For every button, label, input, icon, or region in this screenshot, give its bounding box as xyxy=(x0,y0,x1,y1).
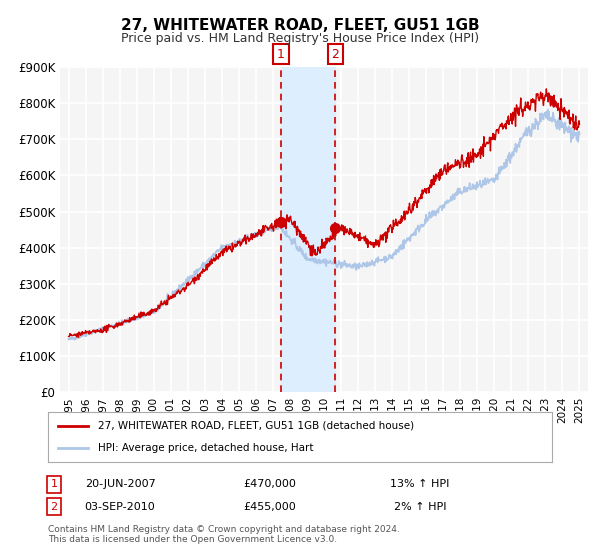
Text: 1: 1 xyxy=(277,48,285,60)
Text: 13% ↑ HPI: 13% ↑ HPI xyxy=(391,479,449,489)
Bar xyxy=(281,67,335,392)
Text: 2% ↑ HPI: 2% ↑ HPI xyxy=(394,502,446,512)
Text: £470,000: £470,000 xyxy=(244,479,296,489)
Text: Price paid vs. HM Land Registry's House Price Index (HPI): Price paid vs. HM Land Registry's House … xyxy=(121,31,479,45)
Text: 03-SEP-2010: 03-SEP-2010 xyxy=(85,502,155,512)
Text: 20-JUN-2007: 20-JUN-2007 xyxy=(85,479,155,489)
Text: £455,000: £455,000 xyxy=(244,502,296,512)
Text: Contains HM Land Registry data © Crown copyright and database right 2024.
This d: Contains HM Land Registry data © Crown c… xyxy=(48,525,400,544)
Text: 27, WHITEWATER ROAD, FLEET, GU51 1GB (detached house): 27, WHITEWATER ROAD, FLEET, GU51 1GB (de… xyxy=(98,421,415,431)
Text: 2: 2 xyxy=(331,48,340,60)
Text: HPI: Average price, detached house, Hart: HPI: Average price, detached house, Hart xyxy=(98,443,314,453)
Text: 2: 2 xyxy=(50,502,58,512)
Text: 27, WHITEWATER ROAD, FLEET, GU51 1GB: 27, WHITEWATER ROAD, FLEET, GU51 1GB xyxy=(121,18,479,32)
Text: 1: 1 xyxy=(50,479,58,489)
